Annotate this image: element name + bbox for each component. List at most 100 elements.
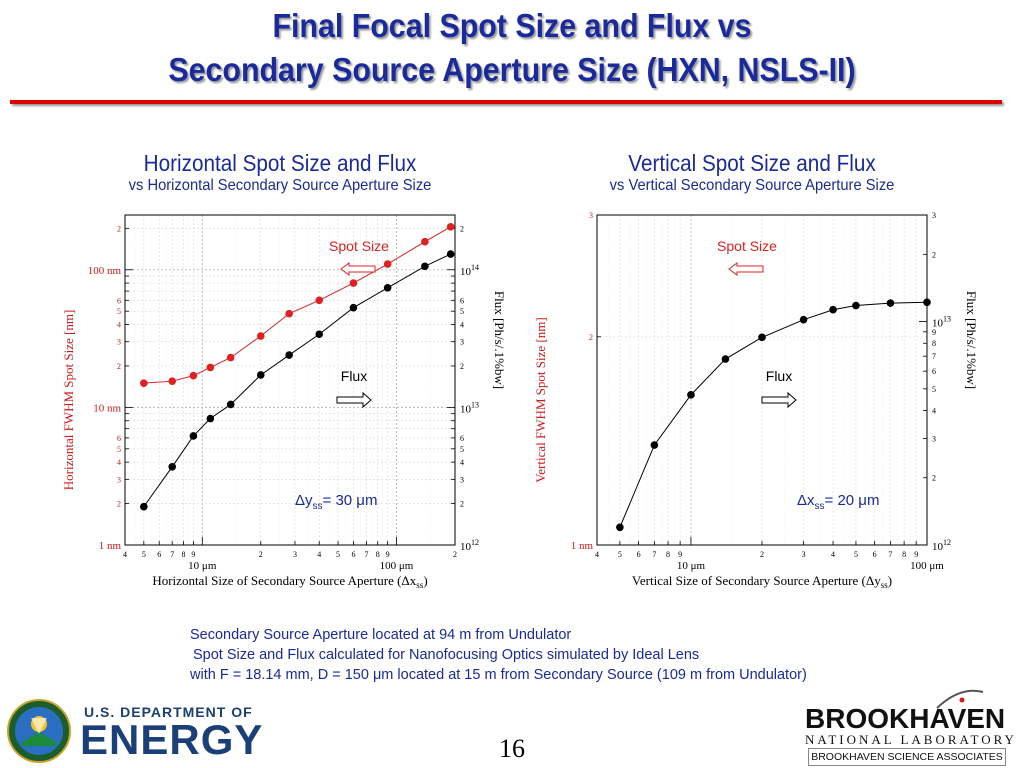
y-right-tick-label: 3 xyxy=(460,475,464,484)
y-right-major-label: 1013 xyxy=(932,315,951,330)
page-number: 16 xyxy=(499,734,525,763)
y-left-tick-label: 3 xyxy=(117,475,121,484)
right-chart-heading: Vertical Spot Size and Flux vs Vertical … xyxy=(532,150,972,196)
y-right-tick-label: 9 xyxy=(932,328,936,337)
y-left-major-label: 100 nm xyxy=(88,265,122,277)
y-right-tick-label: 3 xyxy=(932,211,936,220)
x-tick-label: 5 xyxy=(618,550,622,559)
x-major-label: 100 μm xyxy=(380,560,414,572)
bnl-national-lab: NATIONAL LABORATORY xyxy=(805,732,1017,747)
flux-point xyxy=(206,414,215,423)
y-right-major-label: 1012 xyxy=(932,538,951,553)
y-left-tick-label: 2 xyxy=(589,333,593,342)
y-left-tick-label: 2 xyxy=(117,224,121,233)
y-right-tick-label: 3 xyxy=(460,338,464,347)
flux-point xyxy=(226,400,235,409)
flux-point xyxy=(687,391,695,399)
x-tick-label: 6 xyxy=(637,550,641,559)
flux-arrow-icon xyxy=(761,391,797,409)
spot-size-point xyxy=(206,363,215,372)
spot-size-point xyxy=(446,223,455,231)
y-right-tick-label: 5 xyxy=(460,307,464,316)
y-left-axis-label: Horizontal FWHM Spot Size [nm] xyxy=(61,310,76,491)
spot-size-point xyxy=(226,353,235,362)
note-line-1: Secondary Source Aperture located at 94 … xyxy=(190,627,572,643)
x-tick-label: 6 xyxy=(351,550,355,559)
flux-point xyxy=(285,351,293,359)
spot-size-point xyxy=(189,371,198,380)
spot-size-point xyxy=(315,296,324,305)
left-chart-heading: Horizontal Spot Size and Flux vs Horizon… xyxy=(60,150,500,196)
right-chart-subtitle: vs Vertical Secondary Source Aperture Si… xyxy=(609,177,895,194)
x-tick-label: 5 xyxy=(142,550,146,559)
aperture-annotation-sub: ss xyxy=(313,501,323,512)
spot-size-arrow-icon xyxy=(340,262,376,276)
x-tick-label: 2 xyxy=(760,550,764,559)
flux-point xyxy=(923,298,931,307)
x-axis-label-end: ) xyxy=(888,573,892,588)
y-right-axis-label: Flux [Ph/s/.1%bw] xyxy=(492,291,507,389)
x-major-label: 10 μm xyxy=(188,560,217,572)
y-right-tick-label: 4 xyxy=(460,321,464,330)
flux-point xyxy=(758,333,766,342)
note-line-3: with F = 18.14 mm, D = 150 μm located at… xyxy=(190,667,807,683)
flux-point xyxy=(168,463,177,471)
spot-size-point xyxy=(256,332,265,340)
doe-label: U.S. DEPARTMENT OF xyxy=(84,704,253,720)
spot-size-arrow-icon xyxy=(728,262,764,276)
doe-seal-icon xyxy=(7,699,71,763)
x-tick-label: 6 xyxy=(873,550,877,559)
flux-line xyxy=(619,301,928,528)
flux-arrow-icon xyxy=(336,391,372,409)
bnl-swoosh-icon xyxy=(936,689,984,709)
x-tick-label: 5 xyxy=(854,550,858,559)
bnl-associates: BROOKHAVEN SCIENCE ASSOCIATES xyxy=(808,748,1006,766)
left-chart-subtitle: vs Horizontal Secondary Source Aperture … xyxy=(128,177,432,194)
flux-point xyxy=(383,283,392,292)
y-right-tick-label: 4 xyxy=(460,458,464,467)
flux-point xyxy=(421,262,429,271)
aperture-annotation-sub: ss xyxy=(815,501,825,512)
x-tick-label: 6 xyxy=(157,550,161,559)
x-major-label: 100 μm xyxy=(910,560,944,572)
x-tick-label: 4 xyxy=(317,550,321,559)
x-tick-label: 8 xyxy=(181,550,185,559)
x-tick-label: 9 xyxy=(914,550,918,559)
y-left-tick-label: 2 xyxy=(117,362,121,371)
flux-line xyxy=(143,253,451,507)
plot-frame xyxy=(124,214,456,546)
spot-size-point xyxy=(383,260,392,268)
y-left-tick-label: 5 xyxy=(117,307,121,316)
flux-point xyxy=(650,441,659,449)
x-tick-label: 8 xyxy=(376,550,380,559)
aperture-annotation-end: = 20 μm xyxy=(825,492,880,509)
x-tick-label: 5 xyxy=(336,550,340,559)
x-tick-label: 3 xyxy=(802,550,806,559)
y-right-tick-label: 2 xyxy=(932,250,936,259)
spot-size-line xyxy=(143,226,451,384)
x-tick-label: 3 xyxy=(293,550,297,559)
y-left-tick-label: 6 xyxy=(117,434,121,443)
note-line-2: Spot Size and Flux calculated for Nanofo… xyxy=(193,647,700,663)
flux-point xyxy=(721,355,730,363)
y-left-major-label: 1 nm xyxy=(99,540,122,552)
spot-size-point xyxy=(168,377,177,385)
x-tick-label: 4 xyxy=(595,550,599,559)
flux-point xyxy=(256,371,265,379)
title-line-1: Final Focal Spot Size and Flux vs xyxy=(272,7,752,44)
spot-size-point xyxy=(285,309,293,318)
x-axis-label-sub: ss xyxy=(416,580,424,590)
y-right-major-exp: 12 xyxy=(943,538,951,547)
y-right-major-exp: 12 xyxy=(471,538,479,547)
x-tick-label: 9 xyxy=(191,550,195,559)
y-right-major-label: 1013 xyxy=(460,400,479,415)
title-rule xyxy=(10,100,1002,104)
spot-size-point xyxy=(421,237,429,246)
y-left-axis-label: Vertical FWHM Spot Size [nm] xyxy=(533,317,548,482)
x-tick-label: 4 xyxy=(831,550,835,559)
y-left-tick-label: 6 xyxy=(117,296,121,305)
flux-point xyxy=(140,502,148,511)
flux-point xyxy=(886,299,895,307)
y-right-tick-label: 2 xyxy=(460,500,464,509)
x-tick-label: 8 xyxy=(902,550,906,559)
